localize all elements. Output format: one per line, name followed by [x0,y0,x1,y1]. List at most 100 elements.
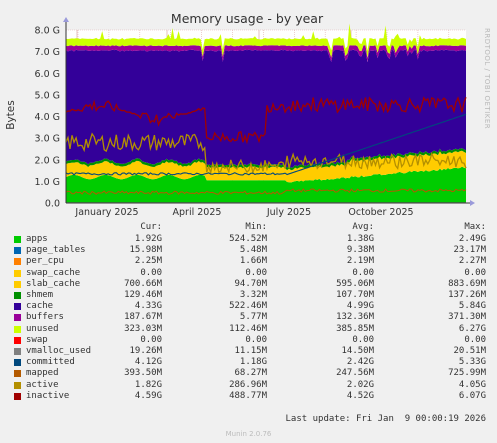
legend-swatch [14,247,21,255]
legend-row-mapped: mapped 393.50M 68.27M 247.56M 725.99M [0,368,497,380]
legend-min: 94.70M [234,278,267,289]
legend-avg: 0.00 [352,267,374,278]
y-tick-label: 8.0 G [35,26,61,37]
legend-name: per_cpu [26,256,64,267]
legend-avg: 4.99G [346,301,374,312]
y-tick-label: 0.0 [45,199,60,210]
legend-max: 23.17M [453,245,486,256]
header-max: Max: [464,222,486,232]
legend-swatch [14,303,21,311]
legend-avg: 2.19M [346,256,374,267]
legend-min: 0.00 [245,334,267,345]
legend-avg: 1.38G [346,234,374,244]
legend-cur: 323.03M [124,323,162,334]
legend-cur: 393.50M [124,368,162,379]
line-committed [65,113,467,176]
chart-title: Memory usage - by year [171,11,324,26]
legend-max: 2.49G [458,234,486,244]
y-tick-label: 3.0 G [35,134,61,145]
legend-min: 3.32M [239,290,267,300]
legend-min: 68.27M [234,368,267,379]
legend-min: 0.00 [245,267,267,278]
legend-name: apps [26,234,48,244]
legend-avg: 0.00 [352,334,374,345]
legend-avg: 14.50M [341,346,374,356]
legend-swatch [14,381,21,389]
legend-name: shmem [26,290,54,300]
legend-min: 11.15M [234,346,267,356]
legend-max: 371.30M [448,312,486,323]
legend-cur: 4.33G [134,301,162,312]
legend-swatch [14,336,21,344]
legend-min: 524.52M [229,234,267,244]
area-cache [66,49,466,168]
line-active [65,132,467,176]
area-apps [66,166,466,203]
y-axis-label: Bytes [5,100,17,129]
legend-row-buffers: buffers 187.67M 5.77M 132.36M 371.30M [0,312,497,324]
line-mapped [65,188,467,195]
legend-max: 2.27M [458,256,486,267]
legend-swatch [14,359,21,367]
legend-row-cache: cache 4.33G 522.46M 4.99G 5.84G [0,301,497,313]
line-inactive [65,96,467,145]
legend-cur: 1.92G [134,234,162,244]
header-min: Min: [245,222,267,232]
legend-row-committed: committed 4.12G 1.18G 2.42G 5.33G [0,357,497,369]
legend-max: 20.51M [453,346,486,356]
legend-swatch [14,348,21,355]
legend-swatch [14,392,21,400]
legend-row-slab-cache: slab_cache 700.66M 94.70M 595.06M 883.69M [0,279,497,291]
legend-swatch [14,292,21,299]
legend-cur: 2.25M [134,256,162,267]
y-tick-label: 1.0 G [35,177,61,188]
legend-cur: 700.66M [124,278,162,289]
legend-max: 6.27G [458,323,486,334]
y-axis-arrow [63,17,69,22]
x-tick-label: April 2025 [173,207,222,218]
legend-row-inactive: inactive 4.59G 488.77M 4.52G 6.07G [0,391,497,403]
legend-avg: 2.42G [346,357,374,368]
legend-name: vmalloc_used [26,346,92,356]
legend-min: 488.77M [229,390,267,401]
area-unused [66,23,466,58]
legend-cur: 15.98M [129,245,162,256]
tick-labels: 0.0 1.0 G 2.0 G 3.0 G 4.0 G 5.0 G 6.0 G 7.0 G 8.… [35,26,414,219]
header-avg: Avg: [352,222,374,232]
legend-avg: 247.56M [336,368,374,379]
legend-swatch [14,236,21,243]
legend-swatch [14,280,21,288]
legend-swatch [14,314,21,322]
legend-max: 725.99M [448,368,486,379]
x-axis-arrow [470,200,475,206]
legend-swatch [14,325,21,333]
legend-name: slab_cache [26,278,81,289]
legend-avg: 4.52G [346,390,374,401]
y-tick-label: 6.0 G [35,69,61,80]
legend-avg: 9.38M [346,245,374,256]
area-buffers [66,45,466,63]
legend-avg: 595.06M [336,278,374,289]
legend-min: 5.48M [239,245,267,256]
legend-name: page_tables [26,245,86,256]
legend-swatch [14,258,21,266]
legend-row-shmem: shmem 129.46M 3.32M 107.70M 137.26M [0,290,497,302]
x-tick-label: July 2025 [266,207,311,218]
legend-name: swap [26,334,48,345]
legend-avg: 385.85M [336,323,374,334]
legend-swatch [14,370,21,378]
legend-cur: 187.67M [124,312,162,323]
legend-min: 1.18G [239,357,267,368]
y-tick-label: 2.0 G [35,155,61,166]
y-tick-label: 4.0 G [35,112,61,123]
legend-max: 137.26M [448,290,486,300]
legend-avg: 132.36M [336,312,374,323]
legend-name: buffers [26,312,64,323]
legend-avg: 107.70M [336,290,374,300]
legend-min: 5.77M [239,312,267,323]
legend-max: 5.33G [458,357,486,368]
header-cur: Cur: [140,222,162,232]
axes [63,17,475,206]
legend-cur: 4.12G [134,357,162,368]
legend-cur: 1.82G [134,379,162,390]
